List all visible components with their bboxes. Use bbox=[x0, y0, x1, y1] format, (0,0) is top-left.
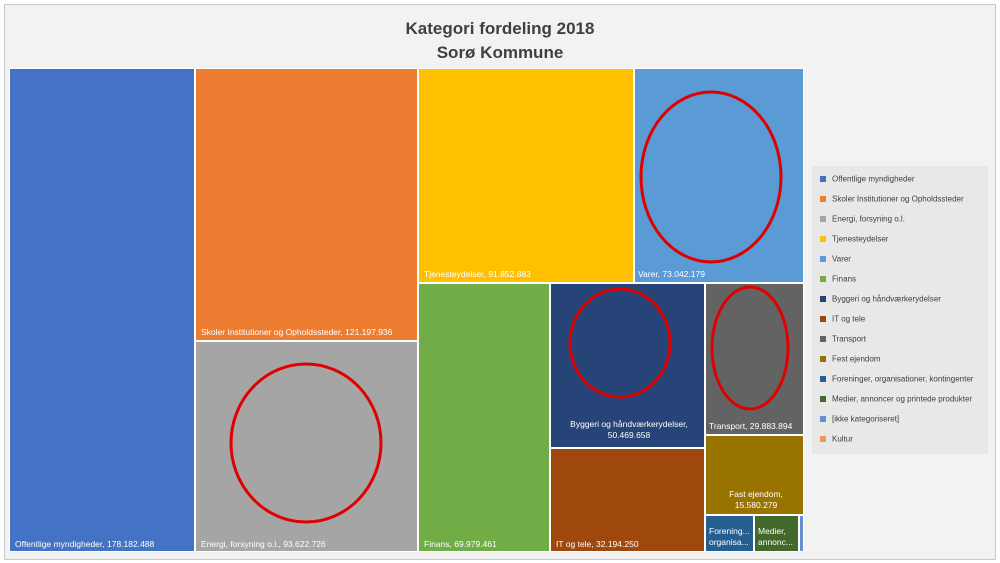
legend-swatch bbox=[820, 335, 826, 342]
legend-swatch bbox=[820, 315, 826, 322]
legend-swatch bbox=[820, 395, 826, 402]
legend-label: Finans bbox=[832, 274, 857, 284]
legend-label: Offentlige myndigheder bbox=[832, 174, 915, 184]
treemap-tile: Finans, 69.979.461 bbox=[418, 283, 550, 552]
treemap-tile: Offentlige myndigheder, 178.182.488 bbox=[9, 68, 195, 552]
treemap-tile-label: Transport, 29.883.894 bbox=[709, 421, 793, 431]
legend-swatch bbox=[820, 375, 826, 382]
treemap-tile-label: Offentlige myndigheder, 178.182.488 bbox=[15, 539, 155, 549]
treemap-tile: Skoler Institutioner og Opholdssteder, 1… bbox=[195, 68, 418, 341]
legend-label: Medier, annoncer og printede produkter bbox=[832, 394, 973, 404]
treemap-tile: IT og tele, 32.194.250 bbox=[550, 448, 705, 552]
legend-item: Foreninger, organisationer, kontingenter bbox=[820, 374, 973, 388]
legend-swatch bbox=[820, 415, 826, 422]
chart-subtitle: Sorø Kommune bbox=[436, 43, 564, 62]
treemap-tile-label: Forening... organisa... bbox=[709, 526, 750, 547]
treemap-tile-label: Skoler Institutioner og Opholdssteder, 1… bbox=[201, 327, 393, 337]
legend-item: Kultur bbox=[820, 434, 853, 448]
legend-label: Kultur bbox=[832, 434, 853, 444]
treemap-tile: Fast ejendom, 15.580.279 bbox=[705, 435, 804, 515]
legend-item: Varer bbox=[820, 254, 851, 268]
legend-item: Finans bbox=[820, 274, 856, 288]
treemap-tile: Tjenesteydelser, 91.852.883 bbox=[418, 68, 634, 283]
legend-label: [ikke kategoriseret] bbox=[832, 414, 900, 424]
legend-label: Varer bbox=[832, 254, 851, 264]
legend-label: IT og tele bbox=[832, 314, 866, 324]
treemap-tile: Forening... organisa... bbox=[705, 515, 754, 552]
legend-swatch bbox=[820, 175, 826, 182]
treemap-tile: Transport, 29.883.894 bbox=[705, 283, 804, 435]
legend-item: [ikke kategoriseret] bbox=[820, 414, 899, 428]
legend-label: Tjenesteydelser bbox=[832, 234, 889, 244]
treemap-tile-label: Varer, 73.042.179 bbox=[638, 269, 705, 279]
legend-item: IT og tele bbox=[820, 314, 865, 328]
legend-label: Foreninger, organisationer, kontingenter bbox=[832, 374, 974, 384]
treemap-tile-label: Energi, forsyning o.l., 93.622.726 bbox=[201, 539, 326, 549]
legend-swatch bbox=[820, 255, 826, 262]
legend-label: Fest ejendom bbox=[832, 354, 881, 364]
legend-swatch bbox=[820, 195, 826, 202]
treemap-tile: Varer, 73.042.179 bbox=[634, 68, 804, 283]
legend: Offentlige myndigheder Skoler Institution… bbox=[812, 166, 988, 454]
legend-item: Skoler Institutioner og Opholdssteder bbox=[820, 194, 964, 208]
legend-swatch bbox=[820, 435, 826, 442]
legend-item: Fest ejendom bbox=[820, 354, 880, 368]
chart-title-block: Kategori fordeling 2018 Sorø Kommune bbox=[5, 17, 995, 65]
legend-item: Transport bbox=[820, 334, 866, 348]
legend-swatch bbox=[820, 295, 826, 302]
treemap-tile-label: Tjenesteydelser, 91.852.883 bbox=[424, 269, 531, 279]
treemap-tile bbox=[799, 515, 804, 552]
legend-swatch bbox=[820, 235, 826, 242]
legend-label: Transport bbox=[832, 334, 866, 344]
treemap-tile-label: Finans, 69.979.461 bbox=[424, 539, 497, 549]
treemap-tile: Medier, annonc... bbox=[754, 515, 799, 552]
chart-title: Kategori fordeling 2018 bbox=[405, 19, 595, 38]
legend-label: Byggeri og håndværkerydelser bbox=[832, 294, 941, 304]
legend-swatch bbox=[820, 275, 826, 282]
treemap-tile-label: IT og tele, 32.194.250 bbox=[556, 539, 639, 549]
treemap-tile: Byggeri og håndværkerydelser, 50.469.658 bbox=[550, 283, 705, 448]
legend-item: Offentlige myndigheder bbox=[820, 174, 915, 188]
legend-swatch bbox=[820, 355, 826, 362]
treemap-tile-label: Byggeri og håndværkerydelser, 50.469.658 bbox=[570, 419, 688, 440]
treemap-tile-label: Medier, annonc... bbox=[758, 526, 793, 547]
legend-item: Tjenesteydelser bbox=[820, 234, 888, 248]
legend-label: Energi, forsyning o.l. bbox=[832, 214, 905, 224]
legend-swatch bbox=[820, 215, 826, 222]
treemap-tile: Energi, forsyning o.l., 93.622.726 bbox=[195, 341, 418, 552]
legend-item: Byggeri og håndværkerydelser bbox=[820, 294, 941, 308]
legend-label: Skoler Institutioner og Opholdssteder bbox=[832, 194, 964, 204]
legend-item: Medier, annoncer og printede produkter bbox=[820, 394, 972, 408]
treemap-tile-label: Fast ejendom, 15.580.279 bbox=[729, 489, 783, 510]
legend-item: Energi, forsyning o.l. bbox=[820, 214, 905, 228]
